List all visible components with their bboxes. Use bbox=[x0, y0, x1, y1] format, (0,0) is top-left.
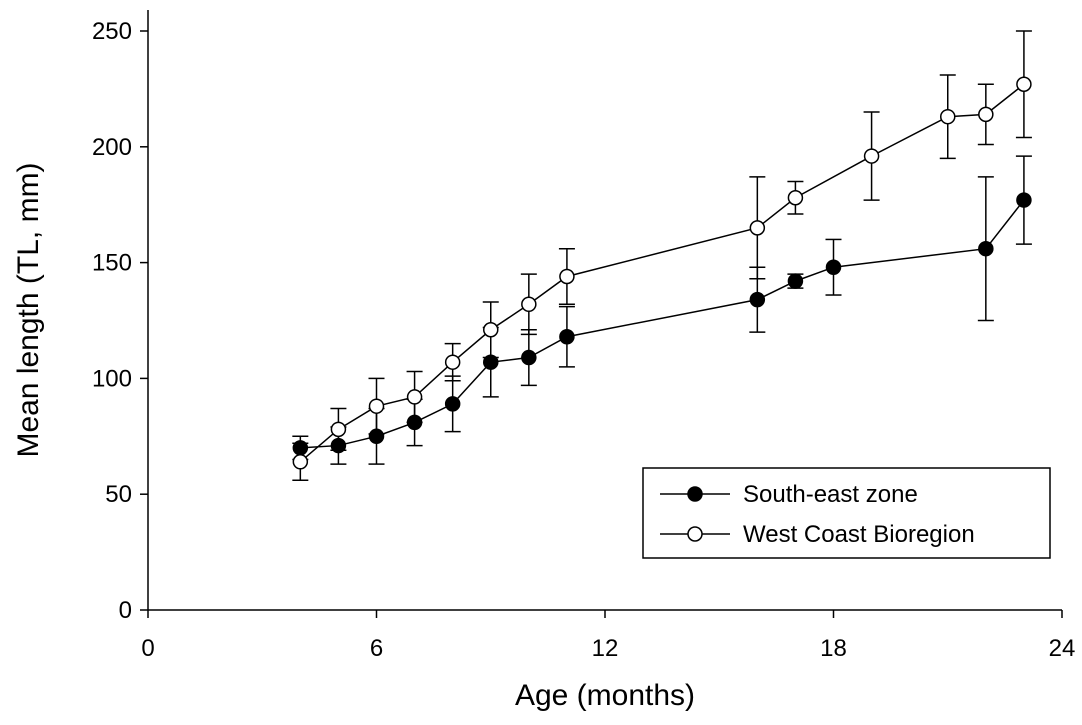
legend-marker-open bbox=[687, 526, 703, 542]
y-tick-label: 0 bbox=[119, 597, 132, 624]
data-point bbox=[521, 296, 537, 313]
series-0 bbox=[292, 155, 1032, 465]
data-point bbox=[863, 148, 880, 164]
x-tick-label: 12 bbox=[592, 635, 619, 662]
legend-label-south-east: South-east zone bbox=[743, 481, 918, 508]
data-point bbox=[330, 421, 347, 438]
legend-marker-filled bbox=[687, 486, 703, 502]
data-point bbox=[444, 354, 461, 370]
data-point bbox=[559, 268, 575, 285]
legend: South-east zone West Coast Bioregion bbox=[642, 467, 1051, 559]
x-ticks: 0 6 12 18 24 bbox=[141, 610, 1075, 662]
data-point bbox=[1016, 76, 1032, 93]
data-point bbox=[406, 389, 423, 405]
data-point bbox=[787, 190, 804, 206]
x-tick-label: 18 bbox=[820, 635, 847, 662]
data-point bbox=[444, 396, 461, 412]
x-axis-title: Age (months) bbox=[515, 679, 695, 712]
y-tick-label: 250 bbox=[92, 18, 132, 45]
y-tick-label: 100 bbox=[92, 365, 132, 392]
y-axis-title: Mean length (TL, mm) bbox=[12, 162, 45, 457]
data-point bbox=[368, 398, 385, 414]
x-tick-label: 0 bbox=[141, 635, 154, 662]
data-point bbox=[940, 108, 956, 125]
legend-label-west-coast: West Coast Bioregion bbox=[743, 521, 975, 548]
data-point bbox=[978, 240, 994, 257]
legend-box bbox=[642, 467, 1051, 559]
data-point bbox=[749, 220, 766, 236]
y-tick-label: 200 bbox=[92, 134, 132, 161]
data-point bbox=[483, 322, 499, 338]
y-tick-label: 50 bbox=[105, 481, 132, 508]
data-point bbox=[978, 106, 994, 123]
x-tick-label: 24 bbox=[1049, 635, 1076, 662]
data-point bbox=[521, 349, 537, 366]
series-1 bbox=[292, 30, 1032, 482]
data-point bbox=[559, 328, 575, 345]
y-ticks: 0 50 100 150 200 250 bbox=[92, 18, 148, 624]
x-tick-label: 6 bbox=[370, 635, 383, 662]
series-layer bbox=[292, 30, 1032, 482]
y-tick-label: 150 bbox=[92, 250, 132, 277]
data-point bbox=[787, 273, 804, 289]
data-point bbox=[749, 291, 766, 308]
data-point bbox=[292, 454, 309, 470]
data-point bbox=[1016, 192, 1032, 208]
data-point bbox=[825, 259, 842, 275]
plot-area: 0 50 100 150 200 250 0 6 12 18 24 bbox=[92, 10, 1075, 662]
